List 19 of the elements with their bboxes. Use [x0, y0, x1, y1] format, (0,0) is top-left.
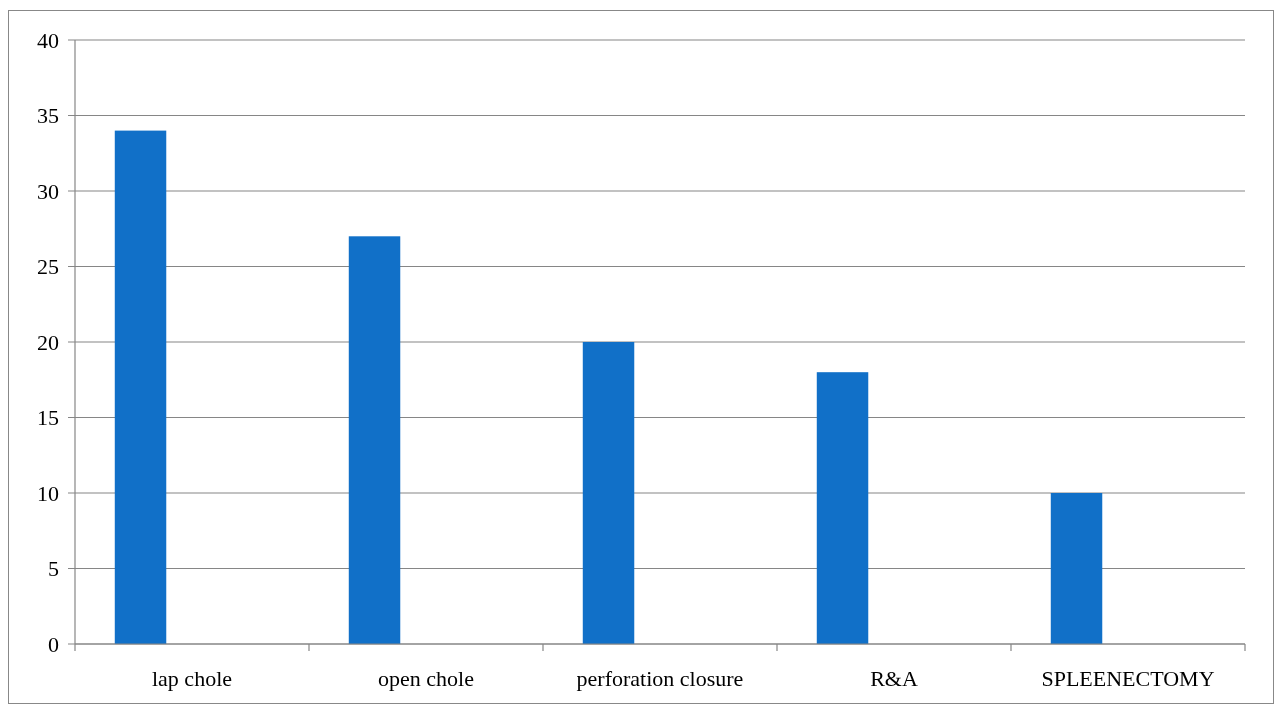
- y-tick-label: 0: [48, 631, 59, 657]
- x-tick-label: lap chole: [151, 666, 233, 691]
- y-tick-label: 15: [37, 405, 59, 430]
- x-tick-label: R&A: [870, 666, 918, 691]
- y-tick-label: 5: [48, 556, 59, 581]
- y-tick-label: 10: [37, 480, 59, 506]
- bar: [114, 130, 167, 644]
- y-tick-label: 40: [37, 27, 59, 53]
- bar: [1050, 493, 1103, 644]
- bar: [582, 342, 635, 644]
- y-tick-label: 35: [37, 103, 59, 128]
- bar: [348, 236, 401, 644]
- x-tick-label: perforation closure: [576, 666, 744, 691]
- y-tick-label: 25: [37, 254, 59, 279]
- y-tick-label: 30: [37, 178, 59, 204]
- y-tick-label: 20: [37, 329, 59, 355]
- x-tick-label: SPLEENECTOMY: [1041, 666, 1215, 691]
- x-tick-label: open chole: [378, 666, 474, 691]
- bar: [816, 372, 869, 644]
